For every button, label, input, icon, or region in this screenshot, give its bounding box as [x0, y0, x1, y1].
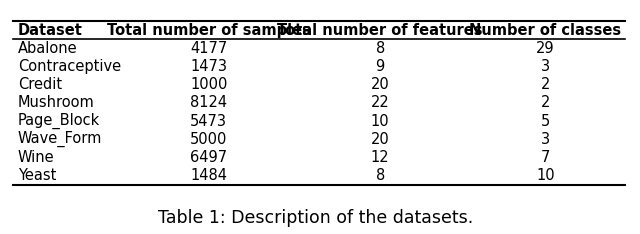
Text: 1000: 1000	[190, 77, 227, 92]
Text: 2: 2	[541, 95, 550, 110]
Text: 6497: 6497	[190, 150, 227, 165]
Text: Number of classes: Number of classes	[470, 23, 621, 38]
Text: 9: 9	[376, 59, 385, 74]
Text: Wave_Form: Wave_Form	[18, 131, 102, 147]
Text: 8124: 8124	[190, 95, 227, 110]
Text: 10: 10	[371, 114, 390, 129]
Text: 5473: 5473	[190, 114, 227, 129]
Text: 3: 3	[541, 132, 550, 147]
Text: 3: 3	[541, 59, 550, 74]
Text: 5000: 5000	[190, 132, 227, 147]
Text: 20: 20	[371, 132, 390, 147]
Text: Yeast: Yeast	[18, 168, 56, 183]
Text: 10: 10	[536, 168, 555, 183]
Text: Mushroom: Mushroom	[18, 95, 95, 110]
Text: 29: 29	[536, 41, 555, 56]
Text: 8: 8	[376, 168, 385, 183]
Text: Total number of features: Total number of features	[277, 23, 483, 38]
Text: 22: 22	[371, 95, 390, 110]
Text: Contraceptive: Contraceptive	[18, 59, 121, 74]
Text: Total number of samples: Total number of samples	[107, 23, 310, 38]
Text: Page_Block: Page_Block	[18, 113, 100, 129]
Text: 7: 7	[541, 150, 550, 165]
Text: 1473: 1473	[190, 59, 227, 74]
Text: Wine: Wine	[18, 150, 54, 165]
Text: 1484: 1484	[190, 168, 227, 183]
Text: Dataset: Dataset	[18, 23, 83, 38]
Text: 8: 8	[376, 41, 385, 56]
Text: 20: 20	[371, 77, 390, 92]
Text: 12: 12	[371, 150, 390, 165]
Text: 5: 5	[541, 114, 550, 129]
Text: 4177: 4177	[190, 41, 227, 56]
Text: Table 1: Description of the datasets.: Table 1: Description of the datasets.	[158, 209, 474, 227]
Text: 2: 2	[541, 77, 550, 92]
Text: Credit: Credit	[18, 77, 62, 92]
Text: Abalone: Abalone	[18, 41, 77, 56]
